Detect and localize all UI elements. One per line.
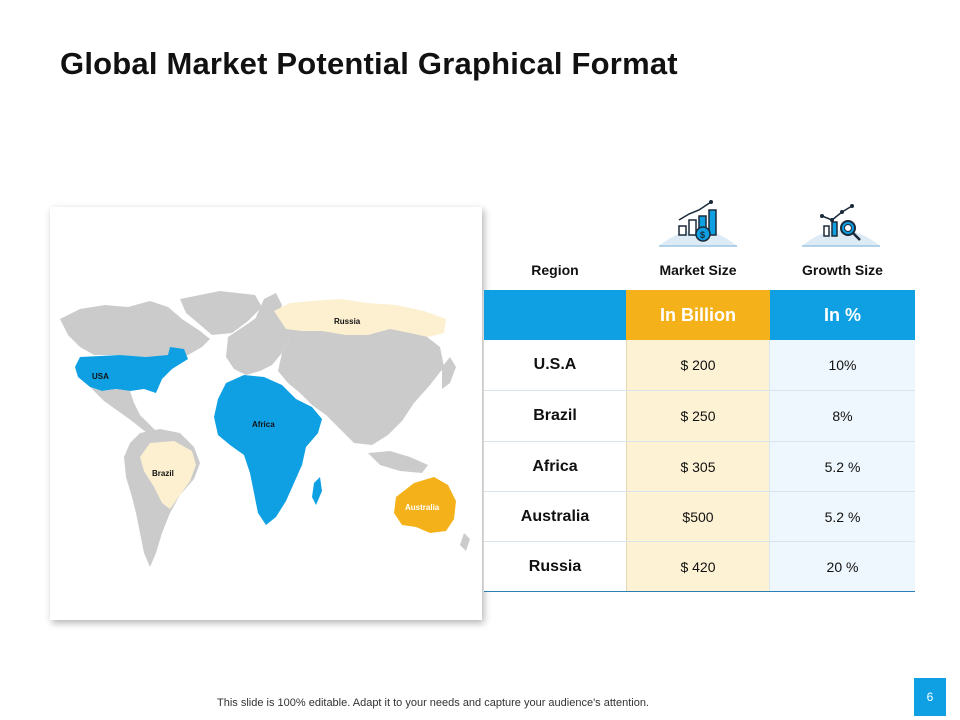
- svg-text:$: $: [700, 230, 705, 240]
- units-band: In Billion In %: [484, 290, 915, 340]
- new-zealand-shape: [460, 533, 470, 551]
- header-market-size: Market Size: [659, 262, 737, 278]
- table-row: Africa $ 305 5.2 %: [484, 442, 915, 492]
- market-cell: $ 305: [626, 442, 770, 492]
- table-header-row: Region Market Size Growth Size: [484, 262, 915, 290]
- market-cell: $ 200: [626, 340, 770, 390]
- table-bottom-border: [484, 591, 915, 592]
- market-cell: $ 420: [626, 542, 770, 592]
- japan-shape: [442, 357, 456, 389]
- africa-shape: [214, 375, 322, 525]
- usa-shape: [75, 347, 188, 393]
- region-cell: Brazil: [484, 391, 626, 441]
- growth-cell: 20 %: [770, 542, 915, 592]
- bar-chart-dollar-icon: $: [657, 196, 739, 254]
- row-divider: [484, 491, 915, 492]
- world-map-graphic: USA Russia Africa Brazil Australia: [60, 291, 470, 567]
- map-label-brazil: Brazil: [152, 469, 174, 478]
- canada-shape: [60, 301, 210, 357]
- footer-note: This slide is 100% editable. Adapt it to…: [217, 697, 649, 709]
- market-cell: $500: [626, 492, 770, 542]
- growth-cell: 5.2 %: [770, 442, 915, 492]
- chart-magnifier-icon: [800, 196, 882, 254]
- region-cell: Russia: [484, 542, 626, 592]
- greenland-shape: [180, 291, 262, 335]
- market-table: $ Region Market Size Growth Size In Bill…: [484, 190, 915, 592]
- row-divider: [484, 441, 915, 442]
- market-unit-label: In Billion: [626, 290, 770, 340]
- row-divider: [484, 541, 915, 542]
- header-region: Region: [531, 262, 579, 278]
- growth-cell: 5.2 %: [770, 492, 915, 542]
- growth-unit-label: In %: [823, 304, 861, 325]
- indonesia-shape: [368, 451, 428, 473]
- brazil-shape: [140, 441, 196, 509]
- header-growth-size: Growth Size: [802, 262, 883, 278]
- page-number: 6: [914, 678, 946, 716]
- region-cell: Australia: [484, 492, 626, 542]
- australia-shape: [394, 477, 456, 533]
- growth-cell: 10%: [770, 340, 915, 390]
- asia-shape: [278, 325, 444, 445]
- europe-shape: [226, 311, 290, 375]
- map-label-russia: Russia: [334, 317, 361, 326]
- table-row: U.S.A $ 200 10%: [484, 340, 915, 390]
- table-row: Australia $500 5.2 %: [484, 492, 915, 542]
- mexico-shape: [90, 387, 158, 437]
- map-label-africa: Africa: [252, 420, 275, 429]
- scandinavia-shape: [256, 293, 282, 327]
- map-label-usa: USA: [92, 372, 109, 381]
- page-title: Global Market Potential Graphical Format: [60, 46, 678, 81]
- market-cell: $ 250: [626, 391, 770, 441]
- russia-shape: [274, 299, 446, 337]
- table-row: Brazil $ 250 8%: [484, 391, 915, 441]
- row-divider: [484, 390, 915, 391]
- region-cell: Africa: [484, 442, 626, 492]
- table-row: Russia $ 420 20 %: [484, 542, 915, 592]
- madagascar-shape: [312, 477, 322, 505]
- world-map: USA Russia Africa Brazil Australia: [50, 207, 482, 620]
- region-cell: U.S.A: [484, 340, 626, 390]
- growth-cell: 8%: [770, 391, 915, 441]
- map-label-australia: Australia: [405, 503, 440, 512]
